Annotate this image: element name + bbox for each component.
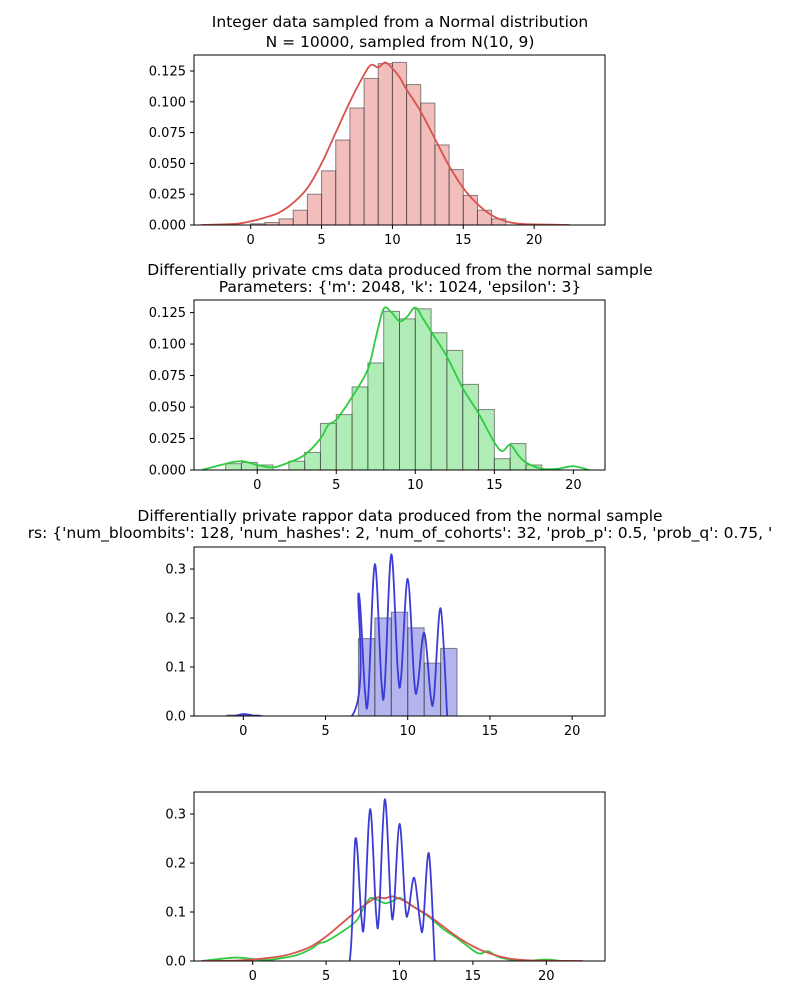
x-tick-label: 20 bbox=[564, 724, 581, 739]
histogram-bar bbox=[304, 451, 321, 470]
kde-line bbox=[234, 553, 449, 716]
x-tick-label: 15 bbox=[482, 724, 499, 739]
histogram-bar bbox=[335, 414, 353, 470]
histogram-bar bbox=[462, 383, 480, 470]
chart-title: Integer data sampled from a Normal distr… bbox=[212, 13, 588, 31]
histogram-bar bbox=[374, 617, 392, 716]
axes-frame bbox=[193, 546, 606, 717]
chart-title: Differentially private cms data produced… bbox=[147, 261, 652, 279]
x-tick-label: 5 bbox=[332, 478, 340, 493]
x-tick-label: 10 bbox=[399, 724, 416, 739]
histogram-bar bbox=[321, 170, 337, 225]
x-tick-label: 20 bbox=[526, 233, 543, 248]
y-tick-label: 0.1 bbox=[165, 661, 186, 676]
y-tick-label: 0.125 bbox=[149, 306, 186, 321]
histogram-bar bbox=[420, 102, 436, 225]
histogram-bar bbox=[414, 308, 432, 470]
x-tick-label: 15 bbox=[465, 969, 482, 984]
y-tick-label: 0.2 bbox=[165, 612, 186, 627]
plot-area bbox=[201, 306, 590, 470]
y-tick-label: 0.1 bbox=[165, 906, 186, 921]
x-tick-label: 5 bbox=[317, 233, 325, 248]
x-tick-label: 15 bbox=[455, 233, 472, 248]
plot-area bbox=[201, 798, 583, 961]
histogram-bar bbox=[493, 458, 511, 470]
histogram-bar bbox=[351, 386, 369, 470]
histogram-bar bbox=[476, 209, 493, 225]
chart-1: Integer data sampled from a Normal distr… bbox=[149, 13, 606, 248]
x-tick-label: 20 bbox=[538, 969, 555, 984]
plot-area bbox=[226, 553, 458, 716]
y-tick-label: 0.100 bbox=[149, 95, 186, 110]
histogram-bar bbox=[440, 647, 458, 716]
histogram-bar bbox=[399, 318, 416, 470]
x-tick-label: 0 bbox=[239, 724, 247, 739]
histogram-bar bbox=[335, 139, 351, 225]
x-tick-label: 0 bbox=[249, 969, 257, 984]
y-tick-label: 0.3 bbox=[165, 563, 186, 578]
histogram-bar bbox=[423, 662, 442, 716]
histogram-bar bbox=[363, 77, 379, 225]
histogram-bar bbox=[225, 463, 242, 470]
chart-subtitle: Parameters: {'m': 2048, 'k': 1024, 'epsi… bbox=[219, 278, 582, 296]
x-tick-label: 0 bbox=[247, 233, 255, 248]
y-tick-label: 0.050 bbox=[149, 157, 186, 172]
y-tick-label: 0.075 bbox=[149, 126, 186, 141]
histogram-bar bbox=[367, 362, 385, 470]
histogram-bar bbox=[390, 611, 409, 716]
histogram-bar bbox=[446, 349, 464, 470]
x-tick-label: 20 bbox=[565, 478, 582, 493]
histogram-bar bbox=[377, 63, 393, 225]
x-tick-label: 15 bbox=[486, 478, 503, 493]
histogram-bar bbox=[306, 193, 323, 225]
y-tick-label: 0.050 bbox=[149, 401, 186, 416]
kde-line bbox=[201, 895, 583, 961]
x-tick-label: 0 bbox=[253, 478, 261, 493]
y-tick-label: 0.000 bbox=[149, 219, 186, 234]
histogram-bar bbox=[278, 218, 294, 225]
histogram-bar bbox=[319, 422, 337, 470]
histogram-bar bbox=[434, 144, 450, 225]
y-tick-label: 0.2 bbox=[165, 857, 186, 872]
plot-area bbox=[201, 61, 570, 225]
histogram-bar bbox=[288, 460, 306, 470]
kde-line bbox=[201, 896, 562, 961]
y-tick-label: 0.025 bbox=[149, 432, 186, 447]
chart-title: Differentially private rappor data produ… bbox=[137, 507, 662, 525]
y-tick-label: 0.0 bbox=[165, 955, 186, 970]
axes-frame bbox=[193, 299, 606, 471]
y-tick-label: 0.3 bbox=[165, 808, 186, 823]
y-tick-label: 0.000 bbox=[149, 464, 186, 479]
x-tick-label: 10 bbox=[407, 478, 424, 493]
y-tick-label: 0.075 bbox=[149, 369, 186, 384]
x-tick-label: 5 bbox=[322, 969, 330, 984]
axes-frame bbox=[193, 54, 606, 226]
kde-line bbox=[333, 798, 436, 961]
chart-subtitle: rs: {'num_bloombits': 128, 'num_hashes':… bbox=[28, 524, 773, 543]
x-tick-label: 10 bbox=[384, 233, 401, 248]
histogram-bar bbox=[292, 209, 308, 225]
y-tick-label: 0.025 bbox=[149, 188, 186, 203]
histogram-bar bbox=[462, 194, 478, 225]
x-tick-label: 10 bbox=[391, 969, 408, 984]
x-tick-label: 5 bbox=[321, 724, 329, 739]
kde-line bbox=[201, 61, 570, 225]
chart-4: 0 5 10 15 20 0.0 0.1 0.2 0.3 bbox=[165, 791, 606, 984]
chart-3: Differentially private rappor data produ… bbox=[28, 507, 773, 739]
chart-2: Differentially private cms data produced… bbox=[147, 261, 652, 493]
chart-subtitle: N = 10000, sampled from N(10, 9) bbox=[266, 33, 535, 51]
y-tick-label: 0.100 bbox=[149, 338, 186, 353]
histogram-bar bbox=[406, 84, 422, 225]
y-tick-label: 0.0 bbox=[165, 710, 186, 725]
axes-frame bbox=[193, 791, 606, 962]
y-tick-label: 0.125 bbox=[149, 65, 186, 80]
kde-line bbox=[201, 306, 590, 470]
histogram-bar bbox=[383, 310, 401, 470]
histogram-bar bbox=[349, 107, 365, 225]
